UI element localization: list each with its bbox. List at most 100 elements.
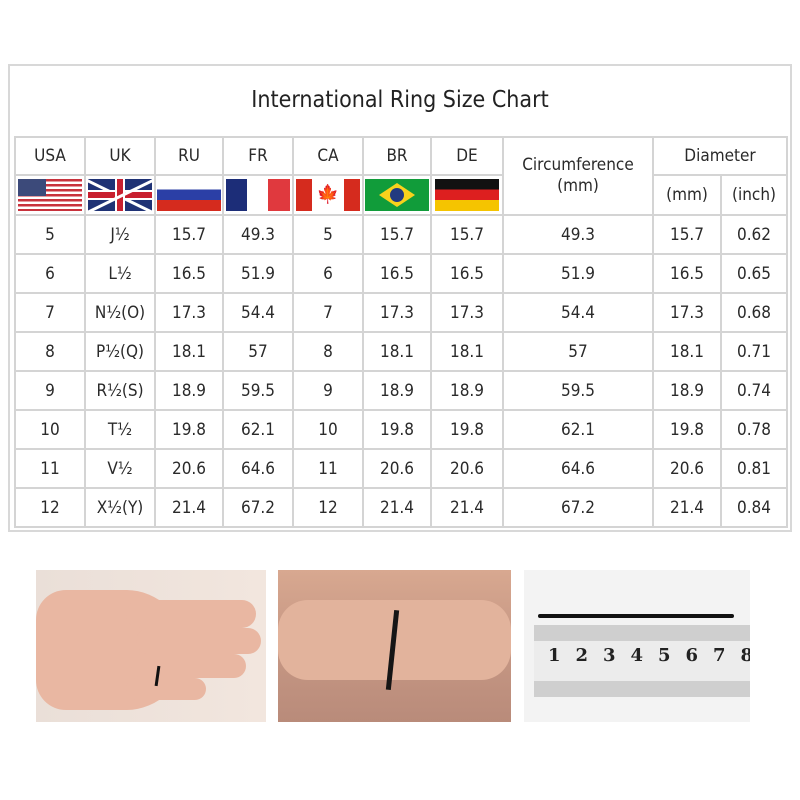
header-diameter: Diameter	[652, 136, 788, 176]
table-cell: 21.4	[430, 487, 504, 528]
table-cell: 10	[292, 409, 364, 450]
ruler-number: 6	[685, 645, 699, 666]
table-cell: 20.6	[652, 448, 722, 489]
table-cell: 51.9	[502, 253, 654, 294]
table-cell: 16.5	[154, 253, 224, 294]
table-cell: 18.9	[362, 370, 432, 411]
header-diameter-inch: (inch)	[720, 174, 788, 216]
table-cell: 0.74	[720, 370, 788, 411]
table-row: 5 J½ 15.7 49.3 5 15.7 15.7 49.3 15.7 0.62	[14, 214, 788, 255]
us-flag-icon	[18, 179, 82, 211]
table-cell: 59.5	[222, 370, 294, 411]
table-row: 12 X½(Y) 21.4 67.2 12 21.4 21.4 67.2 21.4 0.84	[14, 487, 788, 528]
table-cell: 16.5	[362, 253, 432, 294]
france-flag-icon	[226, 179, 290, 211]
table-row: 9 R½(S) 18.9 59.5 9 18.9 18.9 59.5 18.9 0.74	[14, 370, 788, 411]
ring-size-table: USA UK RU FR CA BR DE Circumference (mm)…	[14, 136, 788, 528]
header-de: DE	[430, 136, 504, 176]
table-cell: 51.9	[222, 253, 294, 294]
table-cell: 15.7	[652, 214, 722, 255]
ruler-number: 7	[713, 645, 726, 666]
table-cell: 19.8	[154, 409, 224, 450]
ruler-number: 8	[740, 645, 751, 666]
table-cell: 62.1	[222, 409, 294, 450]
table-cell: T½	[84, 409, 156, 450]
table-cell: 67.2	[222, 487, 294, 528]
table-cell: 57	[502, 331, 654, 372]
table-cell: 15.7	[154, 214, 224, 255]
table-cell: 16.5	[430, 253, 504, 294]
table-cell: J½	[84, 214, 156, 255]
table-cell: 64.6	[502, 448, 654, 489]
table-cell: 18.9	[652, 370, 722, 411]
table-cell: 0.71	[720, 331, 788, 372]
header-br: BR	[362, 136, 432, 176]
table-cell: 54.4	[502, 292, 654, 333]
table-row: 8 P½(Q) 18.1 57 8 18.1 18.1 57 18.1 0.71	[14, 331, 788, 372]
table-cell: 21.4	[362, 487, 432, 528]
table-cell: 11	[14, 448, 86, 489]
table-cell: 19.8	[652, 409, 722, 450]
table-cell: 19.8	[430, 409, 504, 450]
table-cell: 17.3	[154, 292, 224, 333]
table-cell: 19.8	[362, 409, 432, 450]
table-cell: 9	[14, 370, 86, 411]
table-cell: 0.84	[720, 487, 788, 528]
table-cell: 0.62	[720, 214, 788, 255]
ruler-number: 5	[658, 645, 671, 666]
chart-title: International Ring Size Chart	[251, 87, 549, 113]
table-cell: 9	[292, 370, 364, 411]
table-cell: 5	[292, 214, 364, 255]
table-cell: 62.1	[502, 409, 654, 450]
table-row: 7 N½(O) 17.3 54.4 7 17.3 17.3 54.4 17.3 0.68	[14, 292, 788, 333]
table-cell: 64.6	[222, 448, 294, 489]
table-cell: 18.1	[652, 331, 722, 372]
table-cell: X½(Y)	[84, 487, 156, 528]
uk-flag-icon	[88, 179, 152, 211]
germany-flag-icon	[435, 179, 499, 211]
hand-with-string-photo	[36, 570, 266, 722]
table-cell: 5	[14, 214, 86, 255]
table-cell: 15.7	[362, 214, 432, 255]
canada-flag-icon: 🍁	[296, 179, 360, 211]
header-diameter-mm: (mm)	[652, 174, 722, 216]
table-cell: 16.5	[652, 253, 722, 294]
header-ca: CA	[292, 136, 364, 176]
table-cell: 7	[292, 292, 364, 333]
table-cell: 12	[292, 487, 364, 528]
header-ru: RU	[154, 136, 224, 176]
table-cell: 0.65	[720, 253, 788, 294]
table-cell: 15.7	[430, 214, 504, 255]
table-cell: 21.4	[154, 487, 224, 528]
table-cell: 20.6	[430, 448, 504, 489]
table-cell: 54.4	[222, 292, 294, 333]
table-cell: 0.81	[720, 448, 788, 489]
table-cell: 18.9	[430, 370, 504, 411]
table-cell: 59.5	[502, 370, 654, 411]
table-cell: 18.1	[362, 331, 432, 372]
table-cell: 67.2	[502, 487, 654, 528]
table-cell: 57	[222, 331, 294, 372]
ruler-number: 1	[548, 645, 561, 666]
table-cell: 11	[292, 448, 364, 489]
table-cell: R½(S)	[84, 370, 156, 411]
chart-frame	[8, 64, 792, 532]
table-cell: 10	[14, 409, 86, 450]
table-row: 11 V½ 20.6 64.6 11 20.6 20.6 64.6 20.6 0.81	[14, 448, 788, 489]
table-cell: P½(Q)	[84, 331, 156, 372]
table-cell: 0.78	[720, 409, 788, 450]
brazil-flag-icon	[365, 179, 429, 211]
table-cell: L½	[84, 253, 156, 294]
table-cell: 20.6	[154, 448, 224, 489]
table-cell: 6	[14, 253, 86, 294]
table-cell: 21.4	[652, 487, 722, 528]
table-cell: 18.9	[154, 370, 224, 411]
table-cell: 17.3	[362, 292, 432, 333]
header-uk: UK	[84, 136, 156, 176]
ruler-number: 4	[630, 645, 644, 666]
table-cell: N½(O)	[84, 292, 156, 333]
header-fr: FR	[222, 136, 294, 176]
table-cell: 49.3	[222, 214, 294, 255]
